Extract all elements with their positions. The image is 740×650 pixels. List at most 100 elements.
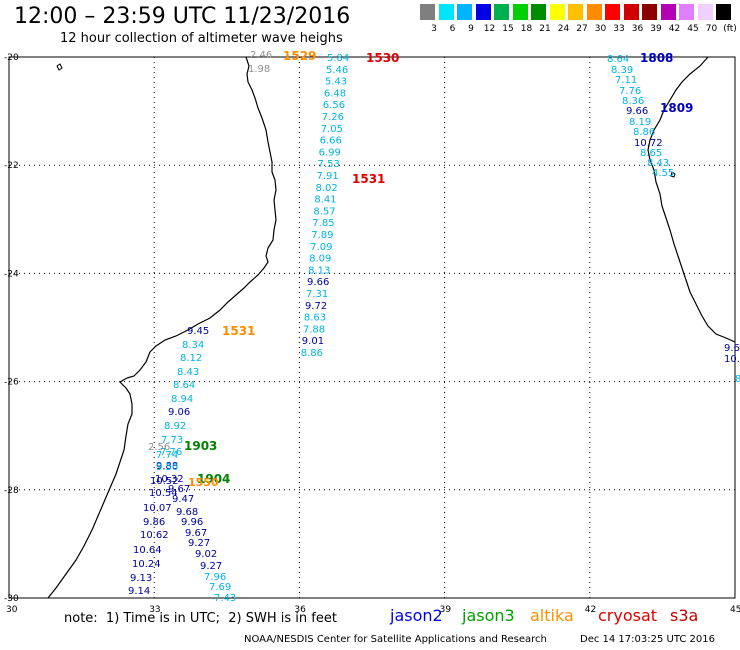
scale-swatch (457, 4, 472, 20)
island-shape (56, 63, 63, 71)
swh-value: 9.96 (181, 517, 203, 528)
swh-value: 7.76 (160, 447, 182, 458)
swh-value: 8.39 (611, 65, 633, 76)
swh-value: 9.45 (187, 326, 209, 337)
swh-value: 9.14 (128, 586, 150, 597)
pass-time-label: 1550 (188, 476, 219, 489)
swh-value: 10.32 (155, 474, 184, 485)
pass-time-label: 1531 (352, 172, 385, 186)
lat-tick-label: -30 (4, 594, 19, 604)
scale-swatch (642, 4, 657, 20)
scale-tick-label: 42 (668, 24, 681, 34)
scale-swatch (420, 4, 435, 20)
swh-value: 8.86 (301, 348, 323, 359)
scale-swatch (679, 4, 694, 20)
pass-time-label: 1903 (184, 439, 217, 453)
swh-value: 10.72 (634, 138, 663, 149)
lat-tick-label: -24 (4, 269, 19, 279)
swh-value: 8.92 (164, 421, 186, 432)
legend-sat-jason3: jason3 (462, 606, 515, 625)
legend-sat-altika: altika (530, 606, 574, 625)
swh-value: 7.11 (615, 75, 637, 86)
swh-value: 8.64 (173, 380, 195, 391)
legend-sat-s3a: s3a (670, 606, 699, 625)
swh-value: 8.36 (622, 96, 644, 107)
swh-value: 8.63 (304, 313, 326, 324)
scale-swatch (475, 4, 491, 20)
swh-value: 5.43 (325, 77, 347, 88)
lat-tick-label: -22 (4, 161, 19, 171)
scale-tick-label: 36 (631, 24, 644, 34)
legend-sat-cryosat: cryosat (598, 606, 658, 625)
africa-coastline (47, 56, 277, 599)
pass-time-label: 1904 (197, 472, 230, 486)
swh-value: 7.96 (204, 572, 226, 583)
scale-tick-label: 27 (576, 24, 588, 34)
swh-value: 8.64 (607, 54, 629, 65)
swh-value: 6.99 (319, 147, 341, 158)
swh-value: 8.34 (182, 340, 204, 351)
lat-tick-label: -20 (4, 53, 19, 63)
swh-value: 7.88 (303, 324, 325, 335)
swh-value: 10.07 (143, 503, 172, 514)
lon-tick-label: 36 (294, 605, 306, 615)
map-title: 12:00 – 23:59 UTC 11/23/2016 (14, 4, 351, 29)
scale-swatch (531, 4, 546, 20)
swh-value: 9.13 (130, 573, 152, 584)
scale-tick-label: (ft) (723, 24, 737, 34)
scale-tick-label: 70 (705, 24, 718, 34)
swh-value: 9.50 (156, 462, 178, 473)
scale-swatch (605, 4, 620, 20)
swh-value: 7.53 (318, 159, 340, 170)
swh-value: 8.65 (640, 148, 662, 159)
swh-value: 7.31 (306, 289, 328, 300)
swh-value: 7.09 (310, 242, 332, 253)
swh-value: 7.89 (311, 230, 333, 241)
scale-tick-label: 33 (613, 24, 625, 34)
scale-swatch (494, 4, 509, 20)
scale-tick-label: 45 (687, 24, 699, 34)
swh-value: 9.66 (626, 106, 648, 117)
footer-timestamp: Dec 14 17:03:25 UTC 2016 (580, 634, 715, 645)
map-frame (8, 56, 736, 599)
pass-time-label: 1530 (366, 51, 399, 65)
scale-swatch (623, 4, 639, 20)
note-text: note: 1) Time is in UTC; 2) SWH is in fe… (64, 611, 337, 626)
swh-value: 8.57 (313, 206, 335, 217)
swh-value: 8.94 (171, 394, 193, 405)
swh-value: 9.01 (302, 336, 324, 347)
lon-tick-label: 39 (440, 605, 452, 615)
scale-swatch (512, 4, 528, 20)
swh-value: 8 (735, 374, 740, 385)
lon-tick-label: 45 (730, 605, 740, 615)
scale-tick-label: 18 (520, 24, 533, 34)
scale-tick-label: 24 (557, 24, 570, 34)
swh-value: 2.46 (250, 50, 272, 61)
lon-tick-label: 30 (6, 605, 18, 615)
swh-value: 10.52 (150, 476, 179, 487)
swh-value: 10.54 (149, 488, 178, 499)
swh-value: 8.19 (629, 117, 651, 128)
swh-value: 10.24 (132, 559, 161, 570)
scale-tick-label: 30 (594, 24, 607, 34)
swh-value: 8.43 (177, 367, 199, 378)
swh-value: 8.13 (308, 265, 330, 276)
swh-value: 1.98 (248, 64, 270, 75)
pass-time-label: 1529 (283, 49, 316, 63)
swh-value: 8.86 (633, 127, 655, 138)
pass-time-label: 1808 (640, 51, 673, 65)
lon-tick-label: 42 (585, 605, 596, 615)
swh-value: 9.66 (307, 277, 329, 288)
swh-value: 9.27 (188, 538, 210, 549)
swh-value: 9.88 (156, 461, 178, 472)
swh-value: 5.46 (326, 65, 348, 76)
swh-value: 8.09 (309, 254, 331, 265)
swh-value: 9.47 (172, 494, 194, 505)
swh-value: 9.6 (724, 343, 740, 354)
scale-tick-label: 21 (539, 24, 551, 34)
swh-value: 7.05 (321, 124, 343, 135)
footer-credit: NOAA/NESDIS Center for Satellite Applica… (244, 634, 547, 645)
scale-swatch (697, 4, 713, 20)
swh-value: 6.56 (323, 100, 345, 111)
